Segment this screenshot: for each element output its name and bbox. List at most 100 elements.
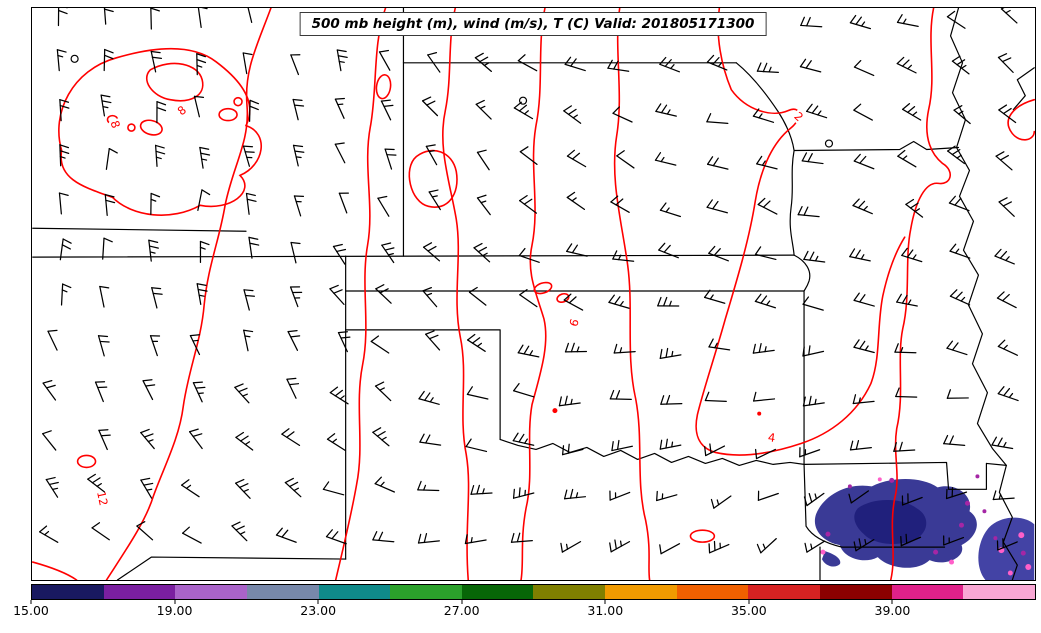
wind-barb-stroke <box>760 538 777 554</box>
wind-barb-stroke <box>56 49 67 53</box>
wind-barb-stroke <box>426 292 433 296</box>
wind-barb-stroke <box>419 433 425 443</box>
wind-barb-stroke <box>59 99 70 103</box>
wind-barb-stroke <box>428 189 439 193</box>
wind-barb-stroke <box>849 256 871 262</box>
wind-barb-stroke <box>426 100 436 106</box>
wind-barb-stroke <box>712 157 719 167</box>
wind-barb-stroke <box>104 48 114 54</box>
wind-barb-stroke <box>616 155 635 169</box>
wind-barb-stroke <box>468 286 478 293</box>
wind-barb-stroke <box>713 248 721 256</box>
wind-barb-stroke <box>658 249 679 259</box>
colorbar-segment <box>963 585 1035 599</box>
wind-barb-stroke <box>340 336 351 339</box>
magenta-specks <box>825 474 1026 556</box>
wind-barb-stroke <box>96 483 102 487</box>
wind-barb-stroke <box>384 148 393 170</box>
wind-barb-stroke <box>99 285 110 289</box>
wind-barb-stroke <box>512 492 535 499</box>
colorbar-tickmark <box>891 600 893 604</box>
wind-barb-stroke <box>907 106 916 113</box>
wind-barb-stroke <box>476 149 487 154</box>
wind-barb-stroke <box>616 439 620 450</box>
wind-barb-stroke <box>519 195 528 202</box>
wind-barb-stroke <box>802 402 825 407</box>
wind-barb-stroke <box>517 60 538 72</box>
wind-barb-stroke <box>912 111 918 116</box>
wind-barb-stroke <box>286 431 295 438</box>
wind-barb-stroke <box>292 144 304 148</box>
wind-barb-stroke <box>997 393 1019 402</box>
wind-barb-stroke <box>475 103 492 120</box>
wind-barb-stroke <box>339 395 345 400</box>
wind-barb-stroke <box>375 284 385 290</box>
wind-barb-stroke <box>292 98 299 121</box>
wind-barb-stroke <box>960 296 966 302</box>
wind-barb-stroke <box>421 100 439 117</box>
wind-barb-stroke <box>380 99 391 102</box>
wind-barb-stroke <box>473 242 483 249</box>
wind-barb-stroke <box>235 436 254 451</box>
wind-barb-stroke <box>249 242 260 246</box>
wind-barb-stroke <box>383 104 394 107</box>
wind-barb-stroke <box>570 342 575 353</box>
wind-barb-stroke <box>660 156 665 163</box>
wind-barb-stroke <box>97 335 105 357</box>
wind-barb-stroke <box>418 398 440 405</box>
contour-label: 8 <box>107 119 123 130</box>
wind-barb-stroke <box>244 335 251 338</box>
wind-barb-stroke <box>249 99 260 105</box>
wind-barb-stroke <box>199 146 204 169</box>
wind-barb-stroke <box>665 347 669 359</box>
wind-barb-stroke <box>149 251 156 254</box>
colorbar-tick-label: 31.00 <box>587 603 624 618</box>
wind-barb-stroke <box>568 296 577 304</box>
wind-barb-stroke <box>431 195 438 198</box>
wind-barb-stroke <box>852 394 857 405</box>
wind-barb-stroke <box>91 477 101 484</box>
wind-barb-stroke <box>659 354 682 359</box>
wind-barb-stroke <box>295 156 302 159</box>
wind-barb-stroke <box>58 192 69 196</box>
wind-barb-stroke <box>338 60 345 63</box>
wind-barb-stroke <box>710 498 715 509</box>
wind-barb-stroke <box>199 146 210 150</box>
wind-barb-stroke <box>894 351 917 354</box>
wind-barb-stroke <box>517 54 526 62</box>
wind-barb-stroke <box>290 54 300 76</box>
wind-barb-stroke <box>150 8 160 12</box>
wind-barb-stroke <box>956 154 962 159</box>
wind-barb-stroke <box>376 430 386 437</box>
wind-barb-stroke <box>201 189 211 196</box>
wind-barb-stroke <box>39 531 59 543</box>
calm-wind-circle <box>518 96 528 105</box>
wind-barb-stroke <box>337 332 348 353</box>
wind-barb-stroke <box>238 387 248 393</box>
wind-barb-stroke <box>947 150 966 165</box>
wind-barb-stroke <box>181 479 190 486</box>
colorbar <box>31 584 1036 600</box>
wind-barb-stroke <box>381 242 392 246</box>
wind-barb-stroke <box>998 493 1002 500</box>
wind-barb-stroke <box>801 152 808 162</box>
wind-barb-stroke <box>45 478 59 498</box>
wind-barb-stroke <box>901 496 923 506</box>
wind-barb-stroke <box>948 195 956 204</box>
wind-barb-stroke <box>464 539 487 545</box>
wind-barb-stroke <box>607 59 613 69</box>
wind-barb-stroke <box>427 245 437 252</box>
wind-barb-stroke <box>249 105 259 111</box>
wind-barb-stroke <box>417 533 422 544</box>
wind-barb-stroke <box>44 530 50 536</box>
colorbar-tickmark <box>317 600 319 604</box>
wind-barb-stroke <box>59 99 62 122</box>
wind-barb-stroke <box>943 536 965 546</box>
cold-fill-core <box>854 500 927 544</box>
wind-barb-stroke <box>706 199 713 208</box>
wind-barb-stroke <box>417 540 440 544</box>
wind-barb-stroke <box>1005 9 1011 14</box>
wind-barb-stroke <box>519 288 528 296</box>
wind-barb-stroke <box>660 543 681 555</box>
wind-barb-stroke <box>476 151 490 171</box>
